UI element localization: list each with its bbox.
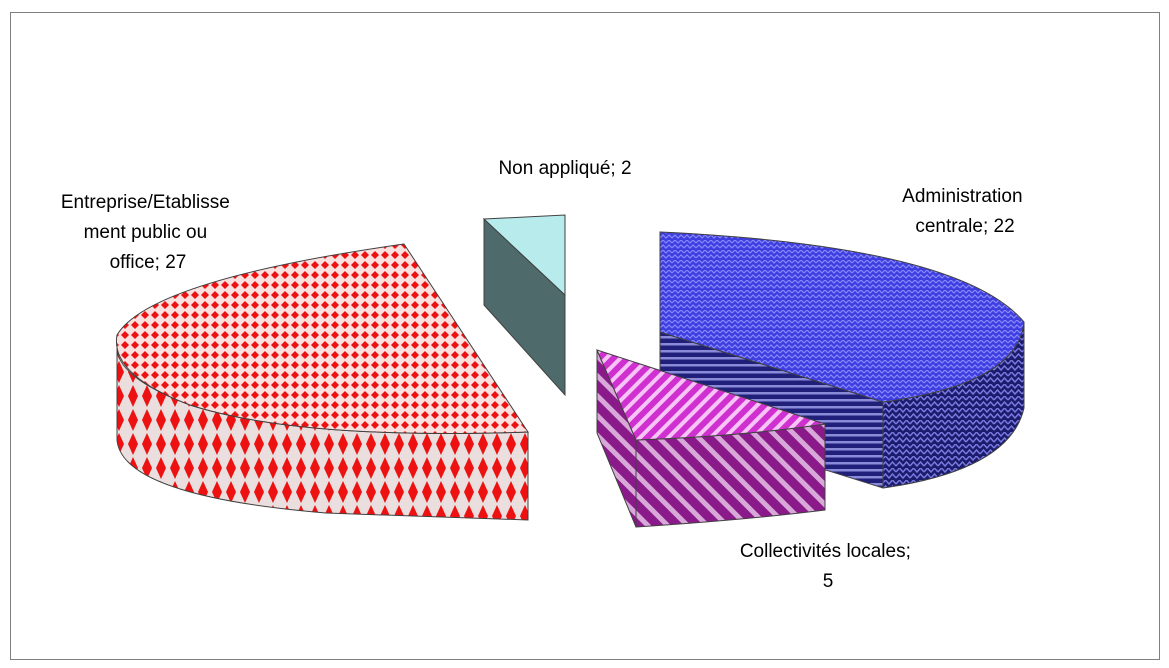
label-line: 5	[823, 571, 834, 592]
label-line: Collectivités locales;	[740, 541, 911, 562]
label-line: ment public ou	[84, 222, 208, 243]
label-line: Non appliqué; 2	[498, 158, 631, 179]
slice-collectivites	[596, 349, 826, 528]
label-line: office; 27	[110, 252, 187, 273]
slice-collectivites-side-front	[635, 423, 826, 528]
data-label-entreprise: Entreprise/Etablisse ment public ou offi…	[61, 192, 235, 273]
data-label-collectivites: Collectivités locales; 5	[740, 541, 916, 592]
data-label-administration: Administration centrale; 22	[902, 186, 1028, 237]
slice-administration-top	[659, 231, 1025, 403]
slice-non-applique-top	[482, 214, 566, 297]
label-line: Entreprise/Etablisse	[61, 192, 230, 213]
label-line: centrale; 22	[915, 216, 1014, 237]
slice-collectivites-top	[596, 349, 826, 441]
data-label-non-applique: Non appliqué; 2	[498, 158, 631, 179]
slice-entreprise-top	[115, 243, 529, 434]
slice-non-applique	[482, 214, 566, 397]
label-line: Administration	[902, 186, 1022, 207]
slice-entreprise	[115, 243, 529, 521]
